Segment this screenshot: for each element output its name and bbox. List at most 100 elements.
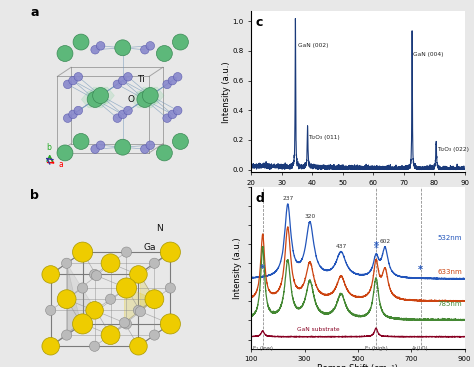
Circle shape — [57, 46, 73, 62]
Text: *: * — [260, 264, 265, 274]
Polygon shape — [125, 287, 155, 323]
Circle shape — [133, 305, 144, 316]
Circle shape — [73, 314, 92, 334]
Text: *: * — [418, 265, 423, 275]
Circle shape — [101, 326, 120, 345]
Circle shape — [118, 76, 127, 85]
Circle shape — [115, 40, 131, 56]
Circle shape — [173, 73, 182, 81]
Text: a: a — [30, 6, 39, 18]
Text: GaN substrate: GaN substrate — [297, 327, 339, 332]
Circle shape — [124, 106, 132, 115]
Circle shape — [130, 266, 147, 283]
X-axis label: Raman Shift (cm⁻¹): Raman Shift (cm⁻¹) — [318, 364, 398, 367]
Polygon shape — [131, 91, 159, 108]
Circle shape — [101, 254, 120, 273]
Text: Ti₂O₃ (022): Ti₂O₃ (022) — [437, 147, 469, 152]
Circle shape — [90, 341, 100, 351]
Circle shape — [42, 266, 59, 283]
Circle shape — [64, 114, 72, 123]
Circle shape — [160, 314, 181, 334]
Text: A₁(LO): A₁(LO) — [412, 346, 429, 350]
Circle shape — [142, 88, 158, 103]
Text: GaN (004): GaN (004) — [413, 52, 444, 57]
Y-axis label: Intensity (a.u.): Intensity (a.u.) — [222, 61, 231, 123]
Circle shape — [91, 306, 101, 317]
Text: d: d — [255, 192, 264, 205]
Circle shape — [136, 270, 146, 281]
Circle shape — [73, 242, 92, 262]
Circle shape — [115, 139, 131, 155]
Circle shape — [75, 317, 86, 328]
Circle shape — [69, 110, 77, 119]
Text: N: N — [156, 224, 163, 233]
Text: 237: 237 — [282, 196, 293, 201]
Circle shape — [91, 270, 101, 281]
X-axis label: 2θ (degree): 2θ (degree) — [333, 188, 383, 196]
Circle shape — [149, 330, 160, 340]
Circle shape — [124, 73, 132, 81]
Circle shape — [92, 88, 109, 103]
Text: 320: 320 — [304, 214, 316, 219]
Circle shape — [62, 258, 72, 268]
Text: E₂ (low): E₂ (low) — [253, 346, 273, 350]
Polygon shape — [137, 87, 164, 104]
Y-axis label: Intensity (a.u.): Intensity (a.u.) — [233, 237, 242, 299]
Circle shape — [136, 306, 146, 317]
Text: 437: 437 — [336, 244, 346, 248]
Text: 532nm: 532nm — [438, 235, 462, 241]
Circle shape — [87, 91, 103, 108]
Circle shape — [156, 46, 173, 62]
Polygon shape — [82, 91, 109, 108]
Circle shape — [141, 145, 149, 153]
Polygon shape — [87, 87, 114, 104]
Polygon shape — [140, 276, 155, 312]
Circle shape — [146, 41, 155, 50]
Text: b: b — [30, 189, 39, 202]
Circle shape — [46, 305, 56, 316]
Text: Ti: Ti — [137, 75, 146, 84]
Circle shape — [73, 34, 89, 50]
Circle shape — [163, 80, 172, 89]
Circle shape — [118, 110, 127, 119]
Circle shape — [173, 106, 182, 115]
Circle shape — [121, 247, 132, 257]
Circle shape — [69, 76, 77, 85]
Circle shape — [160, 242, 181, 262]
Text: *: * — [374, 241, 379, 251]
Circle shape — [168, 76, 177, 85]
Circle shape — [57, 290, 76, 309]
Circle shape — [117, 278, 137, 298]
Text: O: O — [127, 95, 134, 104]
Circle shape — [145, 290, 164, 309]
Circle shape — [121, 319, 132, 329]
Circle shape — [156, 145, 173, 161]
Polygon shape — [67, 263, 81, 335]
Circle shape — [90, 269, 100, 280]
Circle shape — [64, 80, 72, 89]
Circle shape — [113, 80, 122, 89]
Circle shape — [149, 258, 160, 268]
Circle shape — [42, 338, 59, 355]
Circle shape — [105, 294, 116, 304]
Circle shape — [168, 110, 177, 119]
Circle shape — [173, 34, 188, 50]
Text: GaN (002): GaN (002) — [298, 43, 328, 48]
Text: 785nm: 785nm — [438, 301, 462, 307]
Circle shape — [163, 114, 172, 123]
Circle shape — [173, 134, 188, 149]
Text: E₂ (high): E₂ (high) — [365, 346, 387, 350]
Circle shape — [141, 46, 149, 54]
Circle shape — [91, 46, 100, 54]
Text: 633nm: 633nm — [438, 269, 462, 276]
Text: 602: 602 — [380, 239, 391, 244]
Circle shape — [113, 114, 122, 123]
Circle shape — [74, 73, 82, 81]
Text: b: b — [46, 143, 52, 152]
Circle shape — [146, 141, 155, 149]
Text: a: a — [58, 160, 63, 169]
Circle shape — [96, 141, 105, 149]
Circle shape — [130, 338, 147, 355]
Text: Ga: Ga — [143, 243, 156, 252]
Circle shape — [86, 302, 103, 319]
